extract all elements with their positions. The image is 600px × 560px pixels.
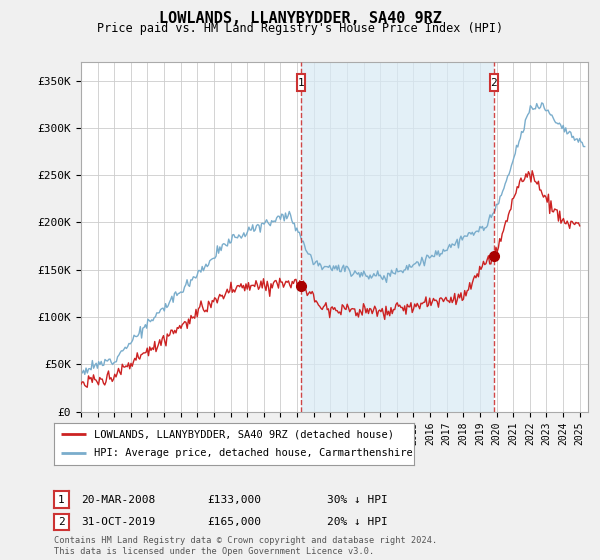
Text: £133,000: £133,000 <box>207 494 261 505</box>
Text: 2: 2 <box>490 78 497 87</box>
Text: Contains HM Land Registry data © Crown copyright and database right 2024.
This d: Contains HM Land Registry data © Crown c… <box>54 536 437 556</box>
Text: 1: 1 <box>298 78 304 87</box>
Text: 31-OCT-2019: 31-OCT-2019 <box>81 517 155 527</box>
FancyBboxPatch shape <box>296 74 305 91</box>
Text: Price paid vs. HM Land Registry's House Price Index (HPI): Price paid vs. HM Land Registry's House … <box>97 22 503 35</box>
Bar <box>301 62 494 412</box>
Text: 2: 2 <box>58 517 65 527</box>
Text: 20% ↓ HPI: 20% ↓ HPI <box>327 517 388 527</box>
Text: LOWLANDS, LLANYBYDDER, SA40 9RZ (detached house): LOWLANDS, LLANYBYDDER, SA40 9RZ (detache… <box>94 429 394 439</box>
Text: £165,000: £165,000 <box>207 517 261 527</box>
Text: LOWLANDS, LLANYBYDDER, SA40 9RZ: LOWLANDS, LLANYBYDDER, SA40 9RZ <box>158 11 442 26</box>
Text: 30% ↓ HPI: 30% ↓ HPI <box>327 494 388 505</box>
Text: 1: 1 <box>58 494 65 505</box>
FancyBboxPatch shape <box>490 74 498 91</box>
Text: HPI: Average price, detached house, Carmarthenshire: HPI: Average price, detached house, Carm… <box>94 449 412 459</box>
Text: 20-MAR-2008: 20-MAR-2008 <box>81 494 155 505</box>
